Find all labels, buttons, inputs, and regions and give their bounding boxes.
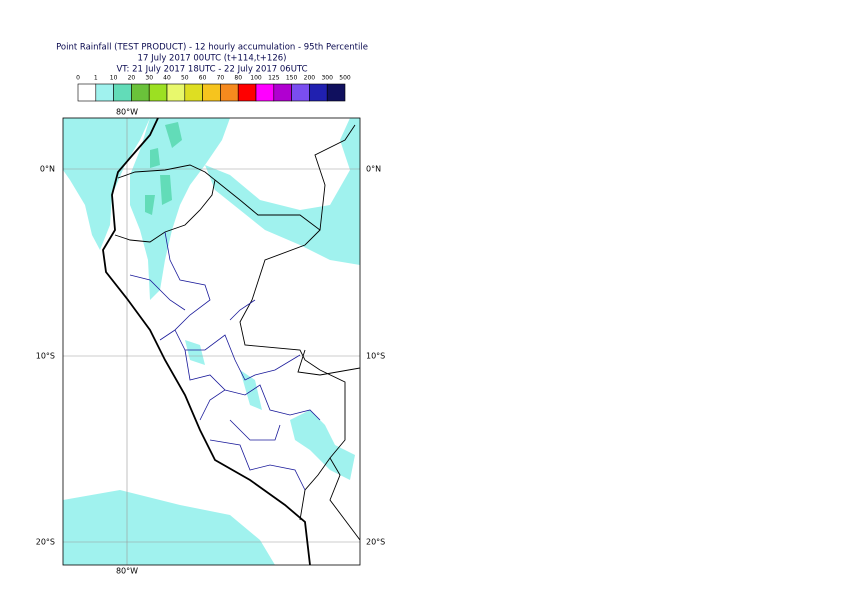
legend-swatch [77,83,97,102]
legend-label: 20 [128,75,136,82]
legend-swatch [95,83,114,102]
latitude-label: 20°S [366,538,385,547]
legend-label: 70 [217,75,225,82]
longitude-label: 80°W [116,567,138,576]
legend-swatch [148,83,168,102]
legend-label: 40 [163,75,171,82]
legend-swatch [131,83,150,102]
legend-swatch [184,83,203,102]
legend-swatch [113,83,132,102]
title-line: 17 July 2017 00UTC (t+114,t+126) [138,54,287,64]
legend-swatch [166,83,186,102]
legend-label: 150 [286,75,298,82]
legend-swatch [237,83,257,102]
title-line: VT: 21 July 2017 18UTC - 22 July 2017 06… [116,65,307,75]
legend-swatch [202,83,221,102]
rain-area [63,490,275,565]
rain-area [185,340,262,410]
latitude-label: 10°S [366,352,385,361]
rain-area [63,118,150,250]
legend-label: 80 [234,75,242,82]
latitude-label: 20°S [36,538,55,547]
legend-label: 0 [76,75,80,82]
map-area [63,118,360,565]
legend-swatch [291,83,310,102]
country-border [114,124,360,541]
legend-label: 60 [199,75,207,82]
legend-swatch [255,83,275,102]
legend-label: 300 [321,75,333,82]
legend-label: 125 [268,75,280,82]
legend-label: 10 [110,75,118,82]
map-frame [62,117,361,566]
latitude-label: 0°N [40,165,55,174]
rain-area [145,122,182,215]
legend-label: 200 [304,75,316,82]
title-line: Point Rainfall (TEST PRODUCT) - 12 hourl… [56,43,368,53]
region-border [129,231,321,491]
legend-label: 30 [145,75,153,82]
rain-area [205,118,360,265]
legend-swatch [220,83,239,102]
legend-swatch [326,83,346,102]
latitude-label: 0°N [366,165,381,174]
latitude-label: 10°S [36,352,55,361]
coastline [102,118,311,565]
legend-swatch [309,83,328,102]
legend-label: 500 [339,75,351,82]
legend-swatch [273,83,292,102]
rain-area [290,410,355,480]
legend-label: 100 [250,75,262,82]
legend-label: 50 [181,75,189,82]
legend-label: 1 [94,75,98,82]
longitude-label: 80°W [116,108,138,117]
